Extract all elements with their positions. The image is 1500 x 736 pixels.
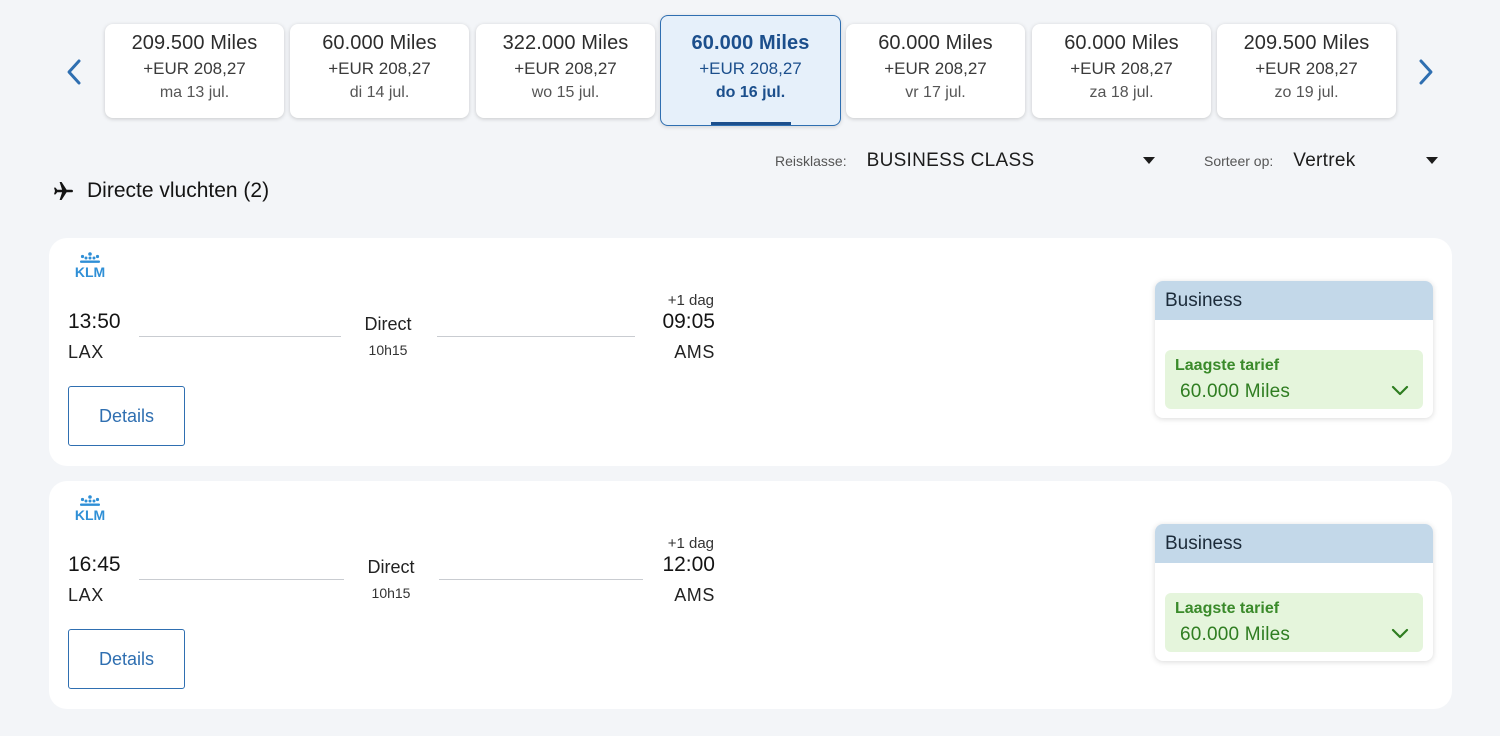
- date-eur: +EUR 208,27: [699, 59, 802, 78]
- date-day: za 18 jul.: [1089, 84, 1154, 101]
- stops-label: Direct: [367, 557, 415, 577]
- date-day: zo 19 jul.: [1274, 84, 1339, 101]
- arrival-time: 09:05: [662, 310, 715, 333]
- lowest-fare-option[interactable]: Laagste tarief 60.000 Miles: [1165, 350, 1423, 409]
- sort-select[interactable]: Sorteer op: Vertrek: [1204, 148, 1442, 174]
- date-day: ma 13 jul.: [159, 84, 230, 101]
- route-line: [139, 336, 341, 337]
- date-day: vr 17 jul.: [905, 84, 966, 101]
- date-miles: 60.000 Miles: [1064, 32, 1179, 54]
- flight-card: KLM 13:50 LAX Direct 10h15 +1 dag 09:05 …: [49, 238, 1452, 466]
- svg-text:KLM: KLM: [75, 507, 105, 522]
- route-line: [139, 579, 344, 580]
- flight-card: KLM 16:45 LAX Direct 10h15 +1 dag 12:00 …: [49, 481, 1452, 709]
- stops-label: Direct: [364, 314, 412, 334]
- fare-box: Business Laagste tarief 60.000 Miles: [1155, 524, 1433, 661]
- date-card-4[interactable]: 60.000 Miles +EUR 208,27 vr 17 jul.: [846, 24, 1025, 118]
- arrival-time: 12:00: [662, 553, 715, 576]
- date-day: di 14 jul.: [349, 84, 410, 101]
- date-eur: +EUR 208,27: [514, 59, 617, 78]
- next-dates-button[interactable]: [1406, 52, 1446, 92]
- plus-day-label: +1 dag: [667, 292, 714, 309]
- lowest-fare-option[interactable]: Laagste tarief 60.000 Miles: [1165, 593, 1423, 652]
- chevron-down-icon: [1391, 385, 1409, 396]
- date-miles: 209.500 Miles: [1243, 32, 1370, 54]
- date-eur: +EUR 208,27: [328, 59, 431, 78]
- chevron-left-icon: [67, 59, 81, 85]
- fare-value: 60.000 Miles: [1180, 624, 1291, 645]
- fare-box: Business Laagste tarief 60.000 Miles: [1155, 281, 1433, 418]
- date-miles: 322.000 Miles: [502, 32, 629, 54]
- caret-down-icon: [1426, 157, 1438, 164]
- details-button[interactable]: Details: [68, 386, 185, 446]
- travel-class-select[interactable]: Reisklasse: BUSINESS CLASS: [775, 148, 1160, 174]
- plane-icon: [54, 182, 73, 200]
- travel-class-label: Reisklasse:: [775, 153, 847, 169]
- fare-label: Laagste tarief: [1175, 600, 1280, 617]
- details-button[interactable]: Details: [68, 629, 185, 689]
- date-card-6[interactable]: 209.500 Miles +EUR 208,27 zo 19 jul.: [1217, 24, 1396, 118]
- date-eur: +EUR 208,27: [1070, 59, 1173, 78]
- klm-logo: KLM: [75, 495, 105, 522]
- section-title: Directe vluchten (2): [87, 179, 270, 202]
- fare-class-header: Business: [1155, 524, 1433, 563]
- chevron-down-icon: [1391, 628, 1409, 639]
- previous-dates-button[interactable]: [54, 52, 94, 92]
- fare-label: Laagste tarief: [1175, 357, 1280, 374]
- klm-logo: KLM: [75, 252, 105, 279]
- date-card-selected[interactable]: 60.000 Miles +EUR 208,27 do 16 jul.: [660, 15, 841, 126]
- date-card-0[interactable]: 209.500 Miles +EUR 208,27 ma 13 jul.: [105, 24, 284, 118]
- fare-class-header: Business: [1155, 281, 1433, 320]
- departure-airport: LAX: [68, 342, 104, 362]
- caret-down-icon: [1143, 157, 1155, 164]
- section-heading: Directe vluchten (2): [52, 176, 269, 206]
- date-card-2[interactable]: 322.000 Miles +EUR 208,27 wo 15 jul.: [476, 24, 655, 118]
- fare-value: 60.000 Miles: [1180, 381, 1291, 402]
- arrival-airport: AMS: [674, 342, 715, 362]
- date-miles: 60.000 Miles: [322, 32, 437, 54]
- plus-day-label: +1 dag: [667, 535, 714, 552]
- date-card-1[interactable]: 60.000 Miles +EUR 208,27 di 14 jul.: [290, 24, 469, 118]
- date-card-5[interactable]: 60.000 Miles +EUR 208,27 za 18 jul.: [1032, 24, 1211, 118]
- date-carousel: 209.500 Miles +EUR 208,27 ma 13 jul. 60.…: [105, 0, 1405, 130]
- sort-label: Sorteer op:: [1204, 153, 1274, 169]
- date-miles: 60.000 Miles: [878, 32, 993, 54]
- sort-value: Vertrek: [1293, 150, 1356, 171]
- date-eur: +EUR 208,27: [884, 59, 987, 78]
- date-miles: 60.000 Miles: [691, 32, 810, 54]
- flight-duration: 10h15: [371, 585, 411, 601]
- departure-airport: LAX: [68, 585, 104, 605]
- date-miles: 209.500 Miles: [131, 32, 258, 54]
- flight-duration: 10h15: [368, 342, 408, 358]
- date-eur: +EUR 208,27: [143, 59, 246, 78]
- arrival-airport: AMS: [674, 585, 715, 605]
- departure-time: 16:45: [68, 553, 121, 576]
- svg-text:KLM: KLM: [75, 264, 105, 279]
- date-day: do 16 jul.: [715, 84, 786, 101]
- selected-indicator: [711, 122, 791, 125]
- route-line: [437, 336, 635, 337]
- date-day: wo 15 jul.: [531, 84, 600, 101]
- date-eur: +EUR 208,27: [1255, 59, 1358, 78]
- departure-time: 13:50: [68, 310, 121, 333]
- travel-class-value: BUSINESS CLASS: [866, 150, 1035, 171]
- route-line: [439, 579, 643, 580]
- chevron-right-icon: [1419, 59, 1433, 85]
